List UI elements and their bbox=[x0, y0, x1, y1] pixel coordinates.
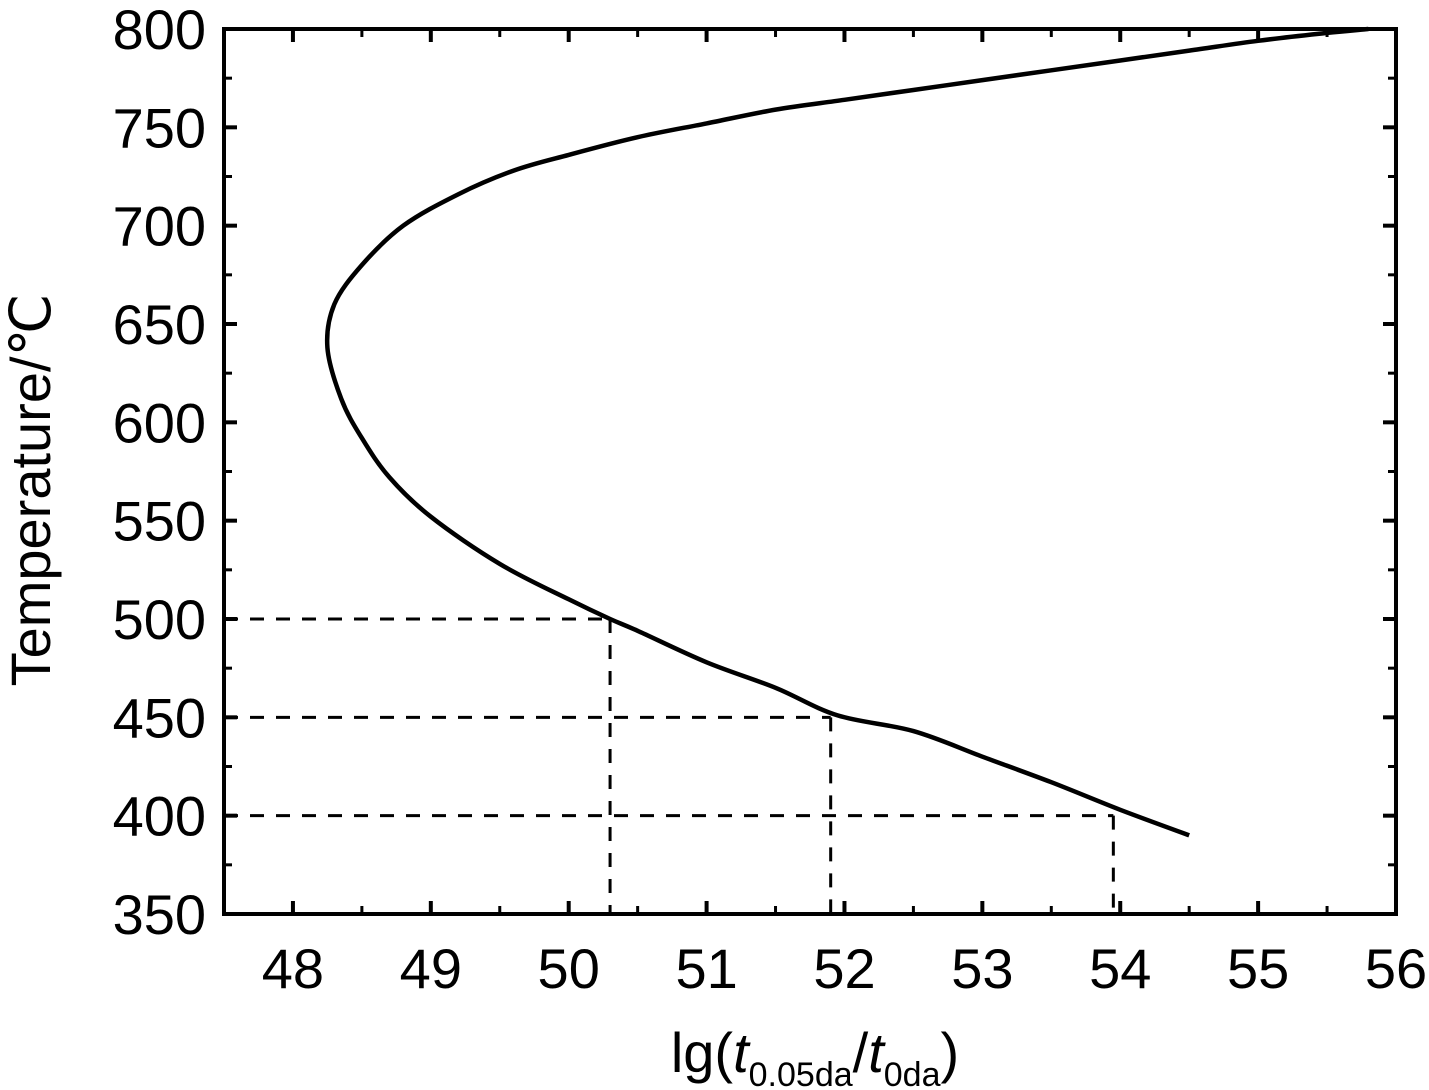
x-tick-labels: 48 49 50 51 52 53 54 55 56 bbox=[262, 937, 1427, 1000]
y-tick-label-3: 500 bbox=[113, 588, 206, 651]
y-axis-title: Temperature/℃ bbox=[0, 294, 62, 687]
x-tick-label-5: 53 bbox=[951, 937, 1013, 1000]
series-line-0 bbox=[324, 26, 1369, 838]
x-axis-title: lg(t0.05da/t0da) bbox=[671, 1021, 959, 1090]
x-tick-label-1: 49 bbox=[400, 937, 462, 1000]
x-tick-label-2: 50 bbox=[538, 937, 600, 1000]
y-tick-label-2: 450 bbox=[113, 686, 206, 749]
plot-frame bbox=[222, 27, 1398, 916]
reference-lines bbox=[224, 617, 1115, 914]
y-tick-label-9: 800 bbox=[113, 0, 206, 61]
y-tick-label-8: 750 bbox=[113, 96, 206, 159]
x-tick-label-4: 52 bbox=[813, 937, 875, 1000]
y-tick-label-4: 550 bbox=[113, 490, 206, 553]
x-tick-label-6: 54 bbox=[1089, 937, 1151, 1000]
y-tick-label-5: 600 bbox=[113, 391, 206, 454]
y-tick-label-1: 400 bbox=[113, 785, 206, 848]
y-tick-label-6: 650 bbox=[113, 293, 206, 356]
series-layer bbox=[324, 26, 1369, 838]
x-tick-label-0: 48 bbox=[262, 937, 324, 1000]
x-tick-label-7: 55 bbox=[1227, 937, 1289, 1000]
x-tick-label-3: 51 bbox=[675, 937, 737, 1000]
y-tick-label-0: 350 bbox=[113, 883, 206, 946]
y-tick-labels: 350 400 450 500 550 600 650 700 750 800 bbox=[113, 0, 206, 946]
y-tick-label-7: 700 bbox=[113, 195, 206, 258]
x-tick-label-8: 56 bbox=[1365, 937, 1427, 1000]
